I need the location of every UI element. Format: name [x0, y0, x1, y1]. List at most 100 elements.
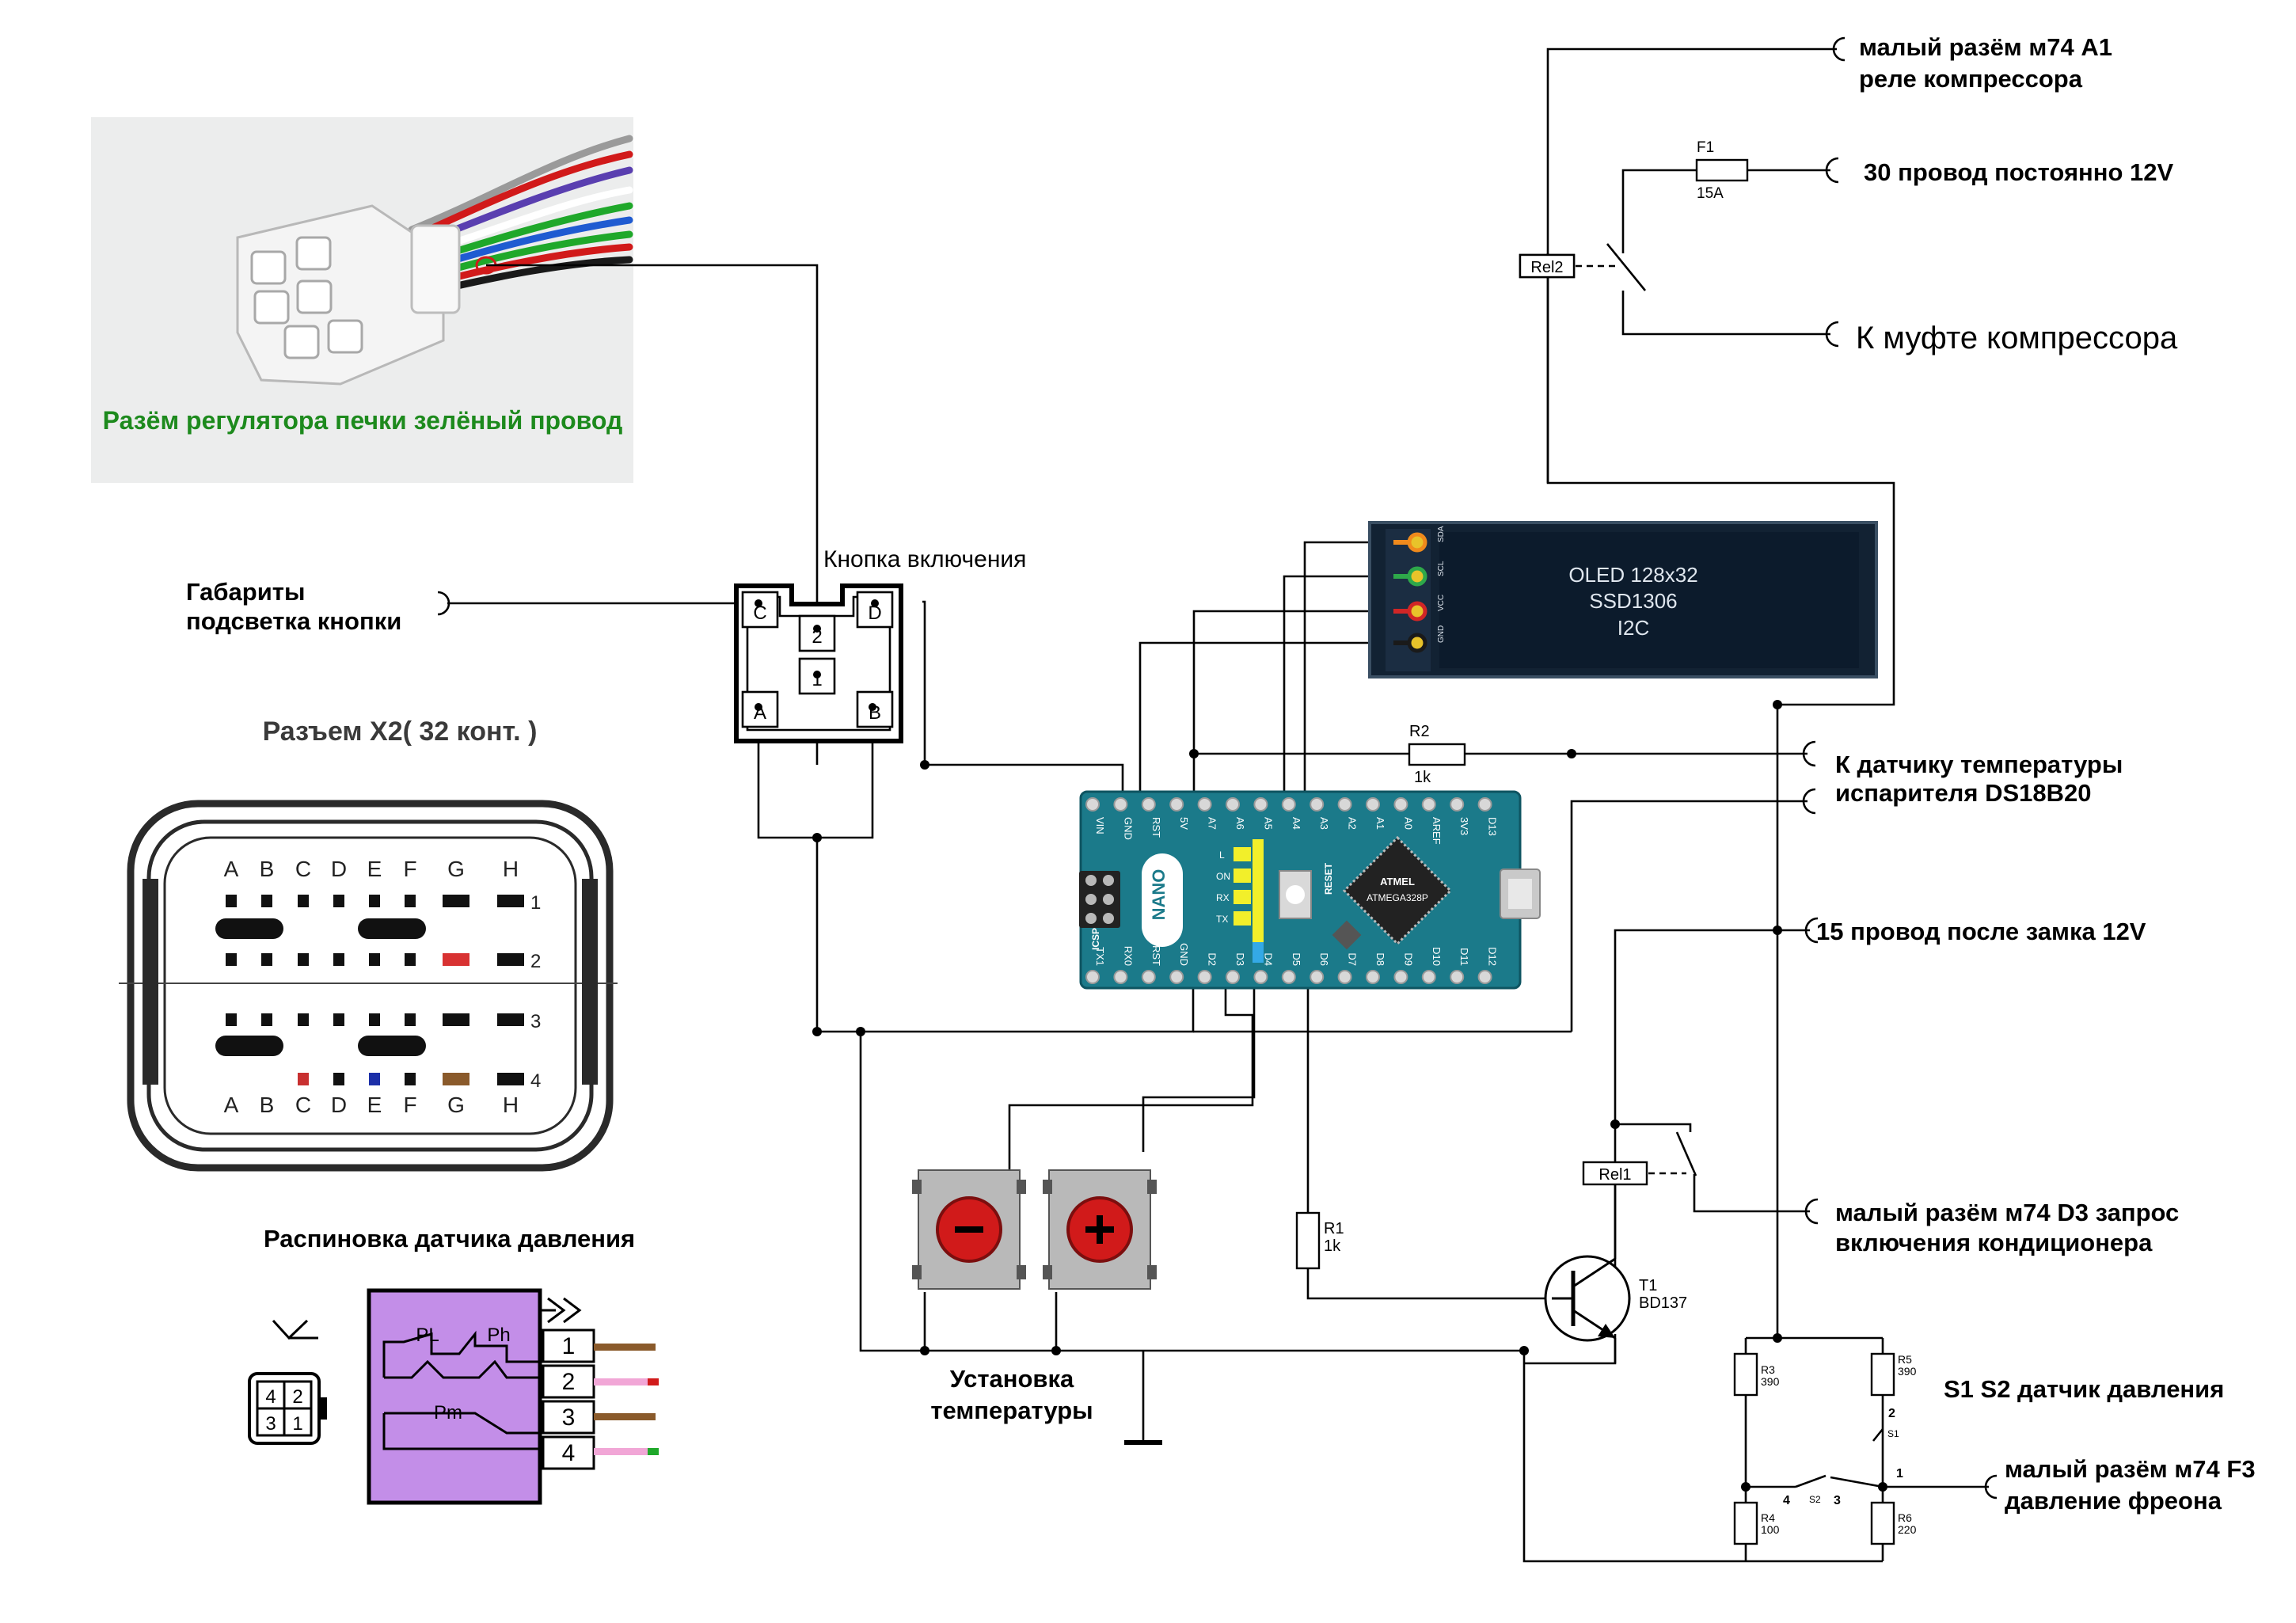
wire30-label: 30 провод постоянно 12V: [1864, 158, 2174, 186]
setpoint-label-2: температуры: [930, 1397, 1093, 1424]
oled-line2: SSD1306: [1589, 589, 1677, 613]
sensor-network: R3 390 R5 390 R4 100 R6 220 S1 S2 2 1 4 …: [1733, 1352, 1917, 1545]
fuse-f1: F1 15A: [1695, 139, 1749, 202]
temp-sensor-label-2: испарителя DS18B20: [1835, 779, 2092, 807]
nano-top-pin-hole: [1281, 797, 1296, 812]
nano-top-pin-hole: [1113, 797, 1128, 812]
nano-badge: NANO: [1142, 853, 1183, 947]
svg-text:D: D: [868, 602, 881, 624]
nano-bottom-pin-label: D6: [1318, 952, 1330, 966]
gabarity-label-1: Габариты: [186, 578, 305, 606]
x2-pin: [298, 953, 309, 966]
svg-text:L: L: [1219, 850, 1225, 861]
atmega-chip: ATMEL ATMEGA328P: [1332, 835, 1453, 950]
svg-text:C: C: [753, 602, 766, 624]
nano-top-pin-hole: [1421, 797, 1436, 812]
x2-row-label: 1: [530, 892, 541, 914]
nano-top-pin-hole: [1366, 797, 1380, 812]
heater-connector-label: Разём регулятора печки зелёный провод: [103, 406, 623, 435]
svg-text:R1: R1: [1324, 1220, 1344, 1237]
pressure-pinout-title: Распиновка датчика давления: [264, 1225, 635, 1252]
nano-bottom-pin-label: D12: [1487, 947, 1499, 966]
nano-top-pin-label: A1: [1374, 817, 1386, 830]
svg-text:1k: 1k: [1324, 1237, 1341, 1255]
x2-row-label: 3: [530, 1011, 541, 1032]
nano-bottom-pin-label: D8: [1374, 952, 1386, 966]
svg-text:1k: 1k: [1414, 769, 1431, 786]
nano-bottom-pin-hole: [1197, 970, 1212, 984]
svg-text:S1: S1: [1887, 1428, 1899, 1439]
svg-text:390: 390: [1898, 1365, 1917, 1378]
svg-text:SDA: SDA: [1437, 526, 1446, 542]
svg-text:R4: R4: [1761, 1511, 1775, 1524]
svg-text:PL: PL: [416, 1325, 439, 1346]
x2-pin: [333, 1073, 344, 1085]
pressure-connector-icon: 4 2 3 1: [248, 1319, 327, 1445]
nano-top-pin-hole: [1197, 797, 1212, 812]
nano-bottom-pin-hole: [1141, 970, 1156, 984]
svg-text:1: 1: [562, 1333, 576, 1359]
nano-bottom-pin-hole: [1085, 970, 1100, 984]
oled-line3: I2C: [1617, 616, 1649, 640]
nano-bottom-pin-label: D10: [1431, 947, 1443, 966]
nano-bottom-pin-label: RST: [1150, 945, 1162, 966]
x2-column-label: G: [447, 857, 465, 881]
heater-connector-housing: [236, 204, 461, 386]
nano-bottom-pin-label: RX0: [1122, 946, 1134, 966]
svg-text:15A: 15A: [1697, 185, 1724, 202]
x2-pin: [298, 1013, 309, 1026]
nano-bottom-pin-label: GND: [1178, 943, 1190, 966]
x2-pin: [261, 895, 272, 907]
x2-pin: [298, 895, 309, 907]
nano-bottom-pin-label: D5: [1291, 952, 1302, 966]
nano-top-pin-hole: [1310, 797, 1325, 812]
terminal-arcs: [437, 36, 1998, 1499]
x2-column-label: D: [331, 857, 347, 881]
nano-top-pin-hole: [1337, 797, 1352, 812]
nano-bottom-pin-hole: [1169, 970, 1184, 984]
nano-bottom-pin-label: D2: [1207, 952, 1218, 966]
nano-top-pin-label: A3: [1318, 817, 1330, 830]
x2-pin: [405, 1013, 416, 1026]
svg-text:F1: F1: [1697, 139, 1714, 156]
nano-bottom-pin-hole: [1421, 970, 1436, 984]
x2-title: Разъем X2( 32 конт. ): [263, 716, 538, 747]
temp-sensor-label-1: К датчику температуры: [1835, 751, 2123, 778]
nano-top-pin-hole: [1253, 797, 1268, 812]
usb-port: [1500, 869, 1541, 919]
x2-pin: [443, 895, 469, 907]
x2-pin: [333, 953, 344, 966]
x2-pin: [497, 1013, 524, 1026]
nano-top-pin-label: RST: [1150, 817, 1162, 838]
nano-top-pin-label: A7: [1207, 817, 1218, 830]
svg-text:R6: R6: [1898, 1511, 1912, 1524]
x2-column-label: A: [224, 1093, 239, 1117]
nano-bottom-pin-label: D11: [1458, 948, 1470, 966]
svg-text:4: 4: [265, 1386, 276, 1408]
x2-pin: [369, 1073, 380, 1085]
ignition-label: 15 провод после замка 12V: [1816, 918, 2146, 945]
svg-text:T1: T1: [1639, 1277, 1657, 1294]
nano-top-pin-hole: [1226, 797, 1240, 812]
x2-pin: [405, 895, 416, 907]
plus-button: [1043, 1169, 1157, 1290]
nano-bottom-pin-label: D4: [1262, 952, 1274, 966]
x2-pin: [405, 953, 416, 966]
nano-top-pin-hole: [1450, 797, 1465, 812]
transistor-t1: T1 BD137: [1544, 1255, 1687, 1342]
x2-column-label: A: [224, 857, 239, 881]
svg-text:RESET: RESET: [1323, 862, 1334, 895]
x2-pin: [497, 895, 524, 907]
svg-text:2: 2: [1888, 1407, 1895, 1420]
svg-text:1: 1: [1896, 1467, 1903, 1480]
pressure-sensor-box: PL Ph Pm: [367, 1288, 582, 1505]
svg-text:2: 2: [812, 626, 822, 648]
nano-top-pin-hole: [1085, 797, 1100, 812]
ac-request-label-2: включения кондиционера: [1835, 1229, 2153, 1256]
x2-row-label: 4: [530, 1070, 541, 1092]
x2-row-label: 2: [530, 951, 541, 972]
nano-top-pin-label: A0: [1402, 817, 1414, 830]
x2-pin: [226, 953, 237, 966]
nano-bottom-pin-hole: [1226, 970, 1240, 984]
reset-button: RESET: [1279, 862, 1334, 919]
